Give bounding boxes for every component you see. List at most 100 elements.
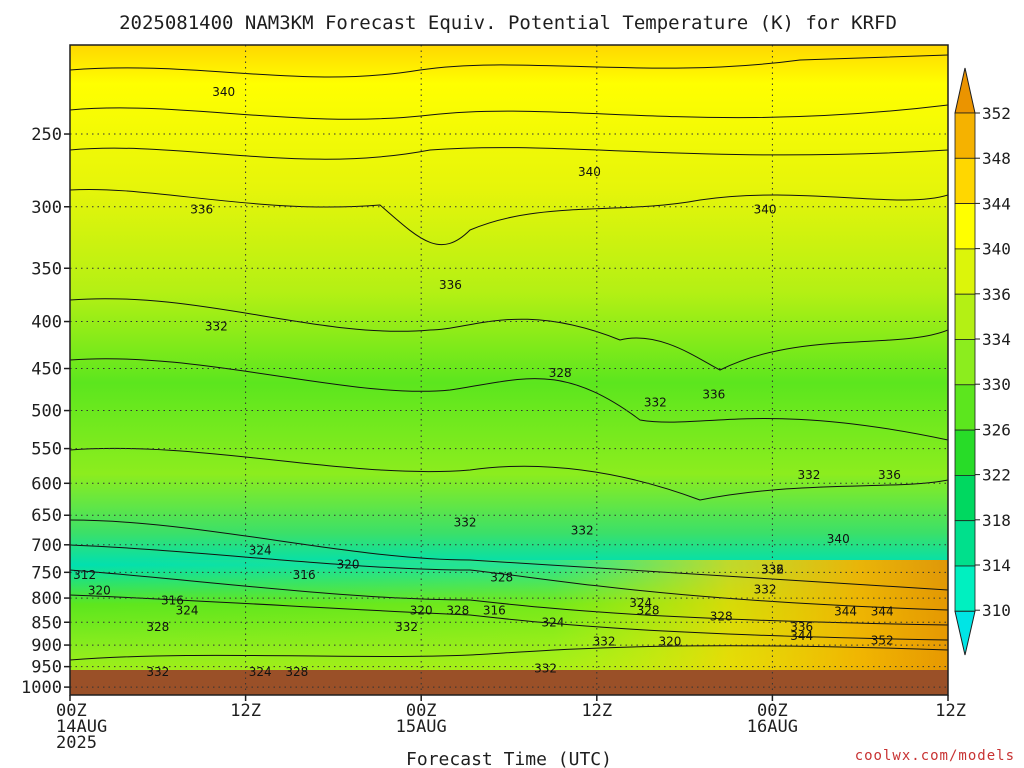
field-fill-lowlevel [70,560,948,680]
x-tick-label: 12Z [935,701,966,721]
y-tick-label: 450 [31,360,62,380]
y-tick-label: 500 [31,402,62,422]
y-tick-label: 700 [31,536,62,556]
contour-label: 336 [190,202,213,216]
colorbar-label: 334 [982,330,1011,349]
contour-labels: 340 340 340 336 336 336 336 332 332 332 332 332 332 3… [73,85,901,679]
contour-label: 332 [593,635,616,649]
colorbar-swatch [954,520,976,567]
gridlines [70,45,948,695]
x-tick-label: 2025 [56,733,97,753]
contour-mid [70,447,948,501]
x-tick-label: 00Z [757,701,788,721]
colorbar-label: 344 [982,194,1011,213]
x-tick-label: 12Z [581,701,612,721]
contour-label: 332 [454,516,477,530]
colorbar-label: 330 [982,375,1011,394]
plot-area: 340 340 340 336 336 336 336 332 332 332 332 332 332 3… [70,45,948,695]
contour-label: 340 [754,202,777,216]
contour-label: 328 [285,665,308,679]
x-tick-label: 00Z [406,701,437,721]
colorbar: 352 348 344 340 336 334 330 326 322 318 314 310 [954,67,1011,656]
colorbar-label: 314 [982,556,1011,575]
colorbar-swatch [954,339,976,386]
contour-label: 328 [549,366,572,380]
contour-label: 320 [337,557,360,571]
x-tick-label: 12Z [230,701,261,721]
contour-label: 344 [871,604,894,618]
y-tick-label: 600 [31,474,62,494]
contour-label: 332 [571,523,594,537]
contour-mid [70,358,948,441]
x-tick-label: 15AUG [396,717,447,737]
y-tick-label: 950 [31,658,62,678]
contour-label: 324 [249,665,272,679]
contour-label: 340 [578,165,601,179]
contour-low [70,519,948,591]
colorbar-swatch [954,293,976,340]
contour-label: 332 [205,319,228,333]
colorbar-label: 326 [982,420,1011,439]
contour-label: 344 [834,604,857,618]
y-tick-label: 250 [31,125,62,145]
contour-label: 328 [146,620,169,634]
contour-low [70,594,948,641]
contour-label: 336 [878,468,901,482]
colorbar-label: 340 [982,240,1011,259]
contour-label: 324 [176,603,199,617]
credit-text: coolwx.com/models [855,748,1015,764]
colorbar-label: 336 [982,285,1011,304]
ground-fill [70,670,948,695]
contour-label: 316 [483,603,506,617]
contour-label: 336 [439,278,462,292]
x-tick-label: 14AUG [56,717,107,737]
contour-label: 328 [637,603,660,617]
contour-label: 332 [534,662,557,676]
contour-label: 328 [446,603,469,617]
y-tick-label: 400 [31,313,62,333]
contour-label: 316 [293,568,316,582]
colorbar-label: 352 [982,104,1011,123]
y-tick-label: 850 [31,613,62,633]
colorbar-swatch [954,248,976,295]
y-tick-label: 1000 [21,678,62,698]
colorbar-swatch [954,474,976,522]
colorbar-label: 348 [982,149,1011,168]
chart-title: 2025081400 NAM3KM Forecast Equiv. Potent… [119,12,897,34]
colorbar-bottom-arrow [954,610,976,656]
contour-label: 324 [629,596,652,610]
contour-label: 316 [161,594,184,608]
colorbar-top-arrow [954,67,976,114]
contour-label: 320 [410,603,433,617]
contour-label: 332 [754,583,777,597]
contour-label: 352 [871,634,894,648]
contour-upper [70,104,948,120]
y-tick-label: 300 [31,198,62,218]
plot-frame [69,44,949,696]
contour-label: 336 [790,620,813,634]
contour-label: 324 [249,543,272,557]
contour-label: 336 [761,563,784,577]
contour-label: 344 [790,629,813,643]
contour-low [70,569,948,626]
contour-low [70,544,948,611]
contour-340 [70,147,948,160]
contour-label: 332 [395,620,418,634]
contour-label: 332 [798,468,821,482]
colorbar-swatch [954,112,976,159]
contour-upper [70,54,948,78]
contour-336 [70,188,948,246]
y-tick-label: 650 [31,506,62,526]
y-tick-label: 350 [31,259,62,279]
contour-label: 340 [212,85,235,99]
contour-label: 324 [541,615,564,629]
colorbar-swatch [954,203,976,250]
colorbar-label: 322 [982,466,1011,485]
x-axis-label: Forecast Time (UTC) [406,749,612,768]
y-tick-label: 900 [31,636,62,656]
y-tick-label: 750 [31,563,62,583]
contour-label: 336 [702,387,725,401]
contour-label: 332 [644,396,667,410]
colorbar-swatch [954,384,976,431]
